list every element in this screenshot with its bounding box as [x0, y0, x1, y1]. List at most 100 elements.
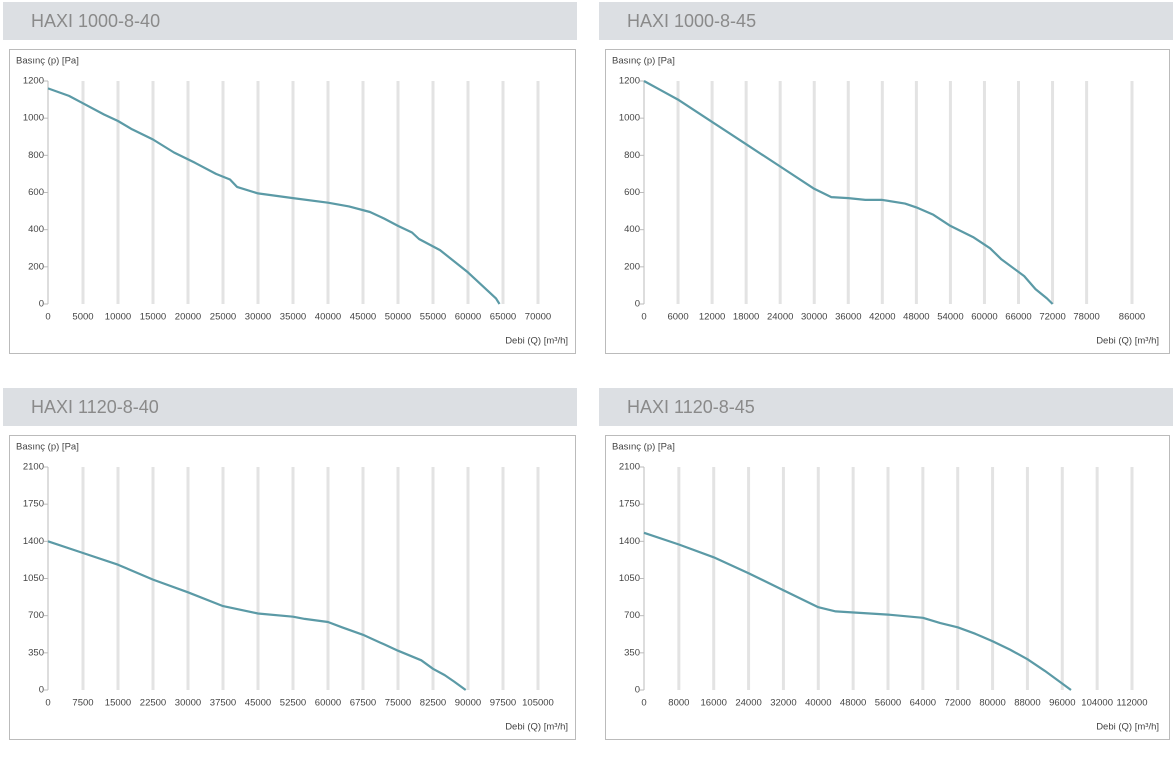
x-tick-label: 24000 [767, 312, 793, 323]
x-tick-label: 60000 [971, 312, 997, 323]
x-tick-label: 40000 [315, 312, 341, 323]
x-axis-label: Debi (Q) [m³/h] [1096, 336, 1159, 347]
x-tick-label: 60000 [315, 698, 341, 709]
y-tick-label: 700 [624, 610, 640, 621]
y-tick-label: 1750 [619, 499, 640, 510]
x-tick-label: 15000 [140, 312, 166, 323]
x-tick-label: 78000 [1073, 312, 1099, 323]
x-tick-label: 55000 [420, 312, 446, 323]
panel-header [599, 2, 1173, 40]
y-tick-label: 350 [28, 647, 44, 658]
x-tick-label: 0 [641, 698, 646, 709]
x-tick-label: 20000 [175, 312, 201, 323]
y-tick-label: 2100 [23, 462, 44, 473]
x-tick-label: 54000 [937, 312, 963, 323]
x-tick-label: 105000 [522, 698, 554, 709]
y-axis-label: Basınç (p) [Pa] [612, 442, 675, 453]
x-tick-label: 112000 [1117, 698, 1148, 709]
y-tick-label: 400 [624, 224, 640, 235]
x-tick-label: 64000 [910, 698, 936, 709]
x-tick-label: 88000 [1014, 698, 1040, 709]
curve [47, 540, 467, 691]
x-tick-label: 48000 [903, 312, 929, 323]
x-tick-label: 5000 [72, 312, 93, 323]
curve [643, 80, 1054, 305]
x-tick-label: 97500 [490, 698, 516, 709]
x-tick-label: 56000 [875, 698, 901, 709]
y-tick-label: 600 [28, 187, 44, 198]
x-tick-label: 86000 [1119, 312, 1145, 323]
x-tick-label: 36000 [835, 312, 861, 323]
y-axis-label: Basınç (p) [Pa] [16, 442, 79, 453]
chart-panel: HAXI 1120-8-45 Basınç (p) [Pa] Debi (Q) [m… [599, 388, 1173, 740]
x-tick-label: 66000 [1005, 312, 1031, 323]
y-axis-label: Basınç (p) [Pa] [612, 56, 675, 67]
x-tick-label: 25000 [210, 312, 236, 323]
x-tick-label: 35000 [280, 312, 306, 323]
x-tick-label: 16000 [701, 698, 727, 709]
x-tick-label: 7500 [72, 698, 93, 709]
x-tick-label: 70000 [525, 312, 551, 323]
x-tick-label: 37500 [210, 698, 236, 709]
x-tick-label: 8000 [668, 698, 689, 709]
x-tick-label: 52500 [280, 698, 306, 709]
y-tick-label: 1050 [23, 573, 44, 584]
y-tick-label: 200 [28, 261, 44, 272]
y-tick-label: 1200 [619, 76, 640, 87]
panel-header [599, 388, 1173, 426]
y-tick-label: 800 [28, 150, 44, 161]
y-tick-label: 1000 [23, 113, 44, 124]
x-tick-label: 96000 [1049, 698, 1075, 709]
x-tick-label: 42000 [869, 312, 895, 323]
x-tick-label: 45000 [245, 698, 271, 709]
x-tick-label: 50000 [385, 312, 411, 323]
x-tick-label: 80000 [979, 698, 1005, 709]
y-tick-label: 0 [39, 685, 44, 696]
y-tick-label: 700 [28, 610, 44, 621]
y-tick-label: 1200 [23, 76, 44, 87]
chart-title: HAXI 1000-8-45 [627, 11, 756, 31]
x-tick-label: 10000 [105, 312, 131, 323]
chart-panel: HAXI 1000-8-45 Basınç (p) [Pa] Debi (Q) [m… [599, 2, 1173, 354]
y-tick-label: 0 [39, 299, 44, 310]
x-tick-label: 24000 [735, 698, 761, 709]
x-tick-label: 0 [45, 698, 50, 709]
y-tick-label: 0 [635, 299, 640, 310]
chart-title: HAXI 1120-8-45 [627, 397, 755, 417]
panel-header [3, 2, 577, 40]
x-tick-label: 30000 [175, 698, 201, 709]
x-tick-label: 40000 [805, 698, 831, 709]
y-tick-label: 600 [624, 187, 640, 198]
y-tick-label: 1400 [619, 536, 640, 547]
x-tick-label: 12000 [699, 312, 725, 323]
x-tick-label: 72000 [945, 698, 971, 709]
x-tick-label: 30000 [245, 312, 271, 323]
chart-title: HAXI 1120-8-40 [31, 397, 159, 417]
x-tick-label: 67500 [350, 698, 376, 709]
y-tick-label: 800 [624, 150, 640, 161]
y-tick-label: 1750 [23, 499, 44, 510]
y-tick-label: 1000 [619, 113, 640, 124]
chart-panel: HAXI 1000-8-40 Basınç (p) [Pa] Debi (Q) [m… [3, 2, 577, 354]
x-tick-label: 65000 [490, 312, 516, 323]
curve [47, 87, 501, 305]
y-tick-label: 1050 [619, 573, 640, 584]
x-tick-label: 104000 [1081, 698, 1113, 709]
chart-panel: HAXI 1120-8-40 Basınç (p) [Pa] Debi (Q) [m… [3, 388, 577, 740]
x-tick-label: 15000 [105, 698, 131, 709]
x-tick-label: 18000 [733, 312, 759, 323]
curve [643, 531, 1072, 691]
x-tick-label: 0 [641, 312, 646, 323]
panel-header [3, 388, 577, 426]
x-tick-label: 48000 [840, 698, 866, 709]
x-axis-label: Debi (Q) [m³/h] [1096, 722, 1159, 733]
x-tick-label: 0 [45, 312, 50, 323]
x-tick-label: 90000 [455, 698, 481, 709]
y-tick-label: 350 [624, 647, 640, 658]
x-tick-label: 75000 [385, 698, 411, 709]
x-tick-label: 60000 [455, 312, 481, 323]
y-tick-label: 400 [28, 224, 44, 235]
x-tick-label: 22500 [140, 698, 166, 709]
x-tick-label: 72000 [1039, 312, 1065, 323]
